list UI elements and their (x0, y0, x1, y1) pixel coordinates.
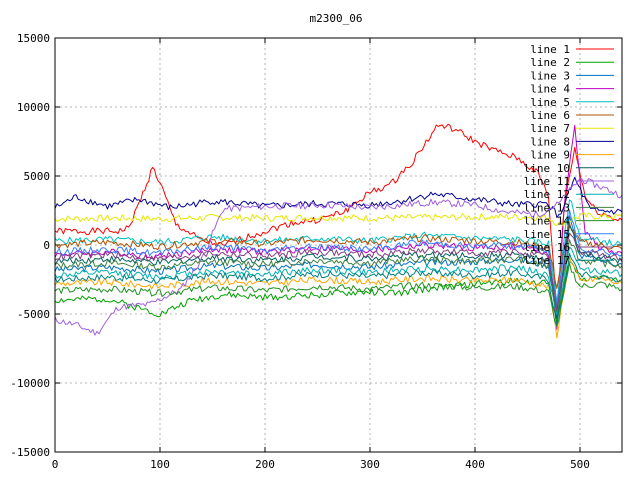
legend-label: line 6 (530, 109, 570, 122)
legend-label: line 14 (524, 215, 571, 228)
x-tick-label: 500 (570, 458, 590, 471)
legend-label: line 7 (530, 122, 570, 135)
legend-label: line 11 (524, 175, 570, 188)
series-line-14 (54, 262, 623, 327)
legend-label: line 8 (530, 135, 570, 148)
y-tick-label: 0 (43, 239, 50, 252)
y-tick-label: -15000 (10, 446, 50, 459)
series-line-2 (54, 261, 623, 322)
series-line-11 (54, 177, 623, 336)
y-tick-label: 10000 (17, 101, 50, 114)
legend-label: line 4 (530, 83, 570, 96)
legend-label: line 5 (530, 96, 570, 109)
series-line-9 (54, 257, 623, 339)
axes: 0 100 200 300 400 500 -15000 -10000 -5000 0 5000 10… (10, 32, 622, 471)
legend-label: line 15 (524, 228, 570, 241)
legend-label: line 10 (524, 162, 570, 175)
legend-label: line 13 (524, 201, 570, 214)
series-line-6 (54, 222, 623, 290)
x-tick-label: 400 (465, 458, 485, 471)
series-line-13 (54, 239, 623, 313)
series-line-12 (54, 246, 623, 315)
chart-title: m2300_06 (310, 12, 363, 25)
plot-frame (54, 37, 623, 453)
series-line-15 (54, 209, 623, 307)
series-line-16 (54, 232, 623, 312)
series-line-3 (54, 215, 623, 316)
series-line-8 (54, 176, 623, 219)
x-tick-label: 300 (360, 458, 380, 471)
series-line-7 (54, 212, 623, 227)
legend-label: line 16 (524, 241, 570, 254)
x-tick-label: 200 (255, 458, 275, 471)
series-line-4 (54, 124, 623, 330)
y-tick-label: -10000 (10, 377, 50, 390)
series-line-17 (54, 253, 623, 326)
x-tick-label: 0 (52, 458, 59, 471)
series-line-1 (54, 123, 623, 316)
x-tick-label: 100 (150, 458, 170, 471)
legend-label: line 1 (530, 43, 570, 56)
plot-area (54, 123, 623, 339)
legend-label: line 12 (524, 188, 570, 201)
y-tick-label: 15000 (17, 32, 50, 45)
legend-label: line 17 (524, 254, 570, 267)
legend-label: line 9 (530, 149, 570, 162)
legend-label: line 3 (530, 69, 570, 82)
legend-label: line 2 (530, 56, 570, 69)
y-tick-label: -5000 (17, 308, 50, 321)
y-tick-label: 5000 (24, 170, 51, 183)
